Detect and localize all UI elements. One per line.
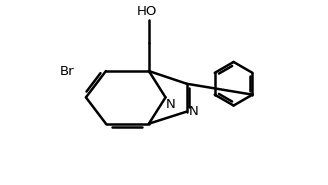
Text: N: N <box>189 105 199 118</box>
Text: HO: HO <box>137 5 157 18</box>
Text: N: N <box>166 98 176 111</box>
Text: Br: Br <box>60 65 75 78</box>
